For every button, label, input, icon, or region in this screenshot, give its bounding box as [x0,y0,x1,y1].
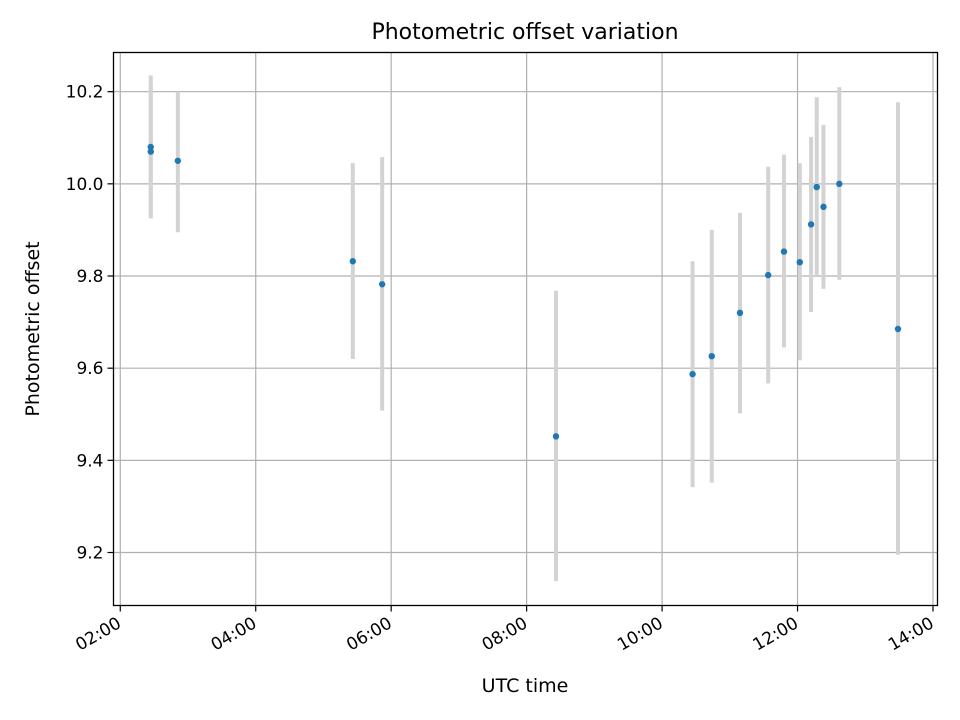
chart-title: Photometric offset variation [371,20,678,45]
data-point [708,352,715,360]
error-bars [148,75,900,582]
data-point [796,258,803,266]
data-point [378,281,386,288]
y-tick-label: 9.6 [76,359,103,379]
y-axis-label: Photometric offset [22,241,44,416]
plot-frame [112,51,939,607]
x-axis-ticks: 02:00 04:00 06:00 08:00 10:00 12:00 14:00 [72,605,937,656]
data-point [807,221,815,228]
x-tick-label: 08:00 [479,614,531,656]
data-point [689,370,696,378]
data-point [147,143,154,151]
y-tick-label: 9.2 [76,544,103,564]
y-tick-label: 10.0 [66,175,104,195]
x-tick-label: 02:00 [72,614,124,656]
x-tick-label: 10:00 [614,614,666,656]
data-point [836,180,843,188]
x-tick-label: 14:00 [885,614,937,656]
data-point [894,325,902,333]
data-point [813,183,820,191]
data-point [764,271,772,279]
x-tick-label: 06:00 [343,614,395,656]
x-tick-label: 04:00 [208,614,260,656]
data-point [174,157,182,164]
x-axis-label: UTC time [482,675,569,697]
data-point [552,433,560,440]
data-point [349,258,356,265]
grid [113,52,938,606]
y-tick-label: 9.4 [76,451,103,471]
data-point [820,203,827,211]
data-point [736,309,744,317]
data-point [147,148,154,155]
y-tick-label: 10.2 [66,83,104,103]
y-axis-ticks: 9.2 9.4 9.6 9.8 10.0 10.2 [66,83,114,564]
x-tick-label: 12:00 [750,614,802,656]
y-tick-label: 9.8 [76,267,103,287]
data-point [780,248,788,255]
data-points [147,143,902,440]
